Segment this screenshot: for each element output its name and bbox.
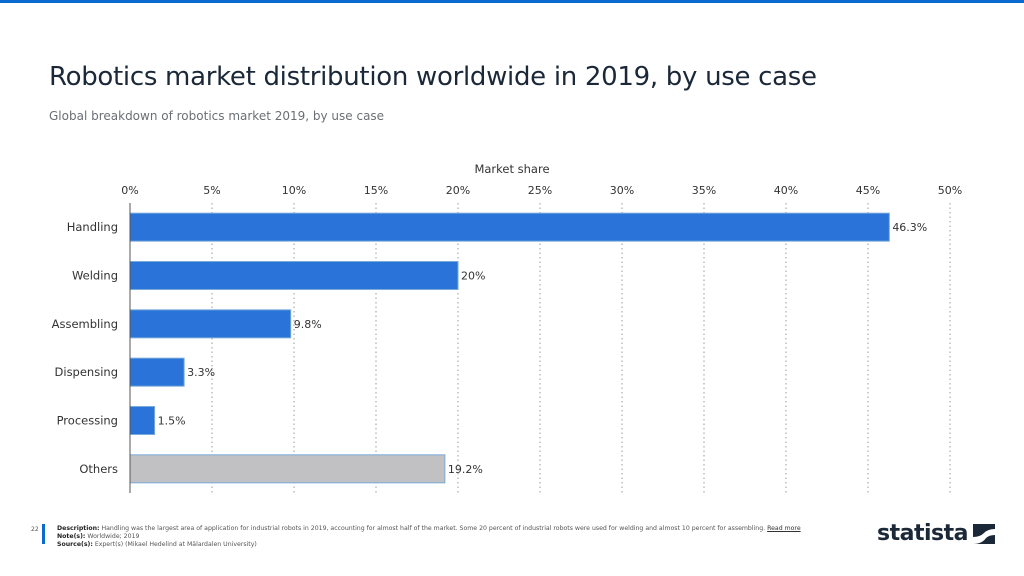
sources-label: Source(s): [57,541,93,548]
bar-welding[interactable] [129,261,459,290]
description-text: Handling was the largest area of applica… [101,525,766,532]
notes-text: Worldwide; 2019 [87,533,140,540]
x-tick-label: 0% [121,184,138,197]
bar-processing[interactable] [129,406,156,435]
bar-handling[interactable] [129,212,890,242]
bar-dispensing[interactable] [129,357,185,387]
data-label: 1.5% [158,415,186,428]
category-label: Welding [72,269,118,283]
x-tick-label: 10% [282,184,306,197]
category-label: Dispensing [55,365,118,379]
x-tick-label: 25% [528,184,552,197]
data-label: 20% [461,270,485,283]
sources-line: Source(s): Expert(s) (Mikael Hedelind at… [57,541,801,549]
bar-chart: Market share 0% 5% 10% 15% 20% 25% 30% 35% 40% 45… [52,162,962,493]
bar-others[interactable] [129,454,446,484]
footer-notes: Description: Handling was the largest ar… [57,525,801,549]
page-title: Robotics market distribution worldwide i… [49,62,817,92]
logo-text: statista [877,521,968,546]
bars [129,212,890,484]
top-accent-bar [0,0,1024,3]
x-tick-label: 5% [203,184,220,197]
data-labels: 46.3% 20% 9.8% 3.3% 1.5% 19.2% [158,221,928,476]
x-axis-label: Market share [474,162,549,176]
x-tick-label: 45% [856,184,880,197]
category-label: Assembling [52,317,118,331]
x-tick-label: 15% [364,184,388,197]
statista-logo[interactable]: statista [877,521,995,546]
x-tick-label: 35% [692,184,716,197]
x-tick-labels: 0% 5% 10% 15% 20% 25% 30% 35% 40% 45% 50% [121,184,962,197]
x-tick-label: 50% [938,184,962,197]
page-number: 22 [31,526,39,533]
notes-label: Note(s): [57,533,86,540]
page-marker [42,524,45,544]
bar-assembling[interactable] [129,309,292,339]
page-subtitle: Global breakdown of robotics market 2019… [49,109,385,123]
category-labels: Handling Welding Assembling Dispensing Proce… [52,220,118,476]
read-more-link[interactable]: Read more [767,525,801,532]
data-label: 9.8% [294,318,322,331]
gridlines [211,203,951,493]
x-tick-label: 30% [610,184,634,197]
sources-text: Expert(s) (Mikael Hedelind at Mälardalen… [94,541,257,548]
data-label: 46.3% [892,221,927,234]
statista-logo-icon [972,523,995,544]
category-label: Handling [67,220,118,234]
description-line: Description: Handling was the largest ar… [57,525,801,533]
x-tick-label: 40% [774,184,798,197]
footer: 22 Description: Handling was the largest… [0,520,1024,576]
description-label: Description: [57,525,100,532]
category-label: Others [79,462,118,476]
data-label: 3.3% [187,366,215,379]
x-tick-label: 20% [446,184,470,197]
category-label: Processing [57,414,118,428]
data-label: 19.2% [448,463,483,476]
notes-line: Note(s): Worldwide; 2019 [57,533,801,541]
